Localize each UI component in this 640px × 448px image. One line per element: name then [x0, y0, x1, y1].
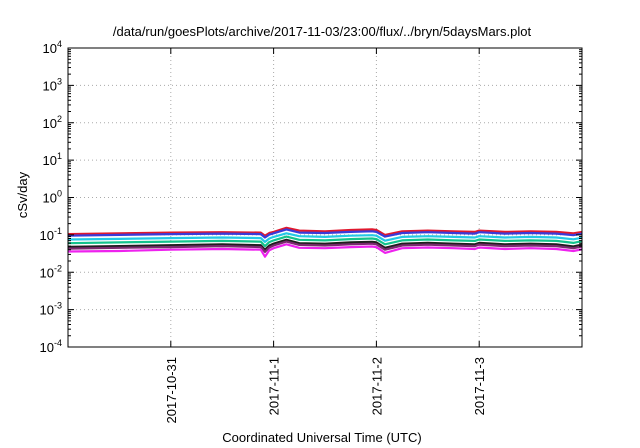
series-line-5: [67, 238, 583, 251]
x-tick-label: 2017-10-31: [164, 357, 179, 424]
y-tick-label: 10-4: [40, 338, 62, 355]
y-tick-label: 100: [43, 189, 62, 206]
series-line-4: [67, 235, 583, 248]
y-tick-label: 104: [43, 39, 62, 56]
gridlines: [68, 48, 582, 347]
y-tick-label: 10-2: [40, 263, 62, 280]
y-tick-label: 103: [43, 76, 62, 93]
series-line-2: [67, 228, 583, 239]
x-axis-label: Coordinated Universal Time (UTC): [222, 430, 421, 445]
series-line-1: [67, 226, 583, 237]
series-line-6: [67, 240, 583, 253]
y-axis-label: cSv/day: [15, 171, 30, 218]
series-lines: [67, 226, 583, 258]
x-tick-label: 2017-11-3: [472, 357, 487, 415]
series-line-3: [67, 232, 583, 243]
x-tick-label: 2017-11-1: [267, 357, 282, 415]
y-axis: 10-4 10-3 10-2 10-1 100 101 102 103 104: [40, 39, 582, 355]
series-line-7: [67, 243, 583, 258]
chart-title: /data/run/goesPlots/archive/2017-11-03/2…: [113, 24, 532, 39]
x-axis: 2017-10-31 2017-11-1 2017-11-2 2017-11-3: [164, 48, 487, 424]
y-tick-label: 101: [43, 151, 62, 168]
y-tick-label: 10-1: [40, 226, 62, 243]
x-tick-label: 2017-11-2: [369, 357, 384, 415]
y-tick-label: 10-3: [40, 301, 62, 318]
y-tick-label: 102: [43, 114, 62, 131]
